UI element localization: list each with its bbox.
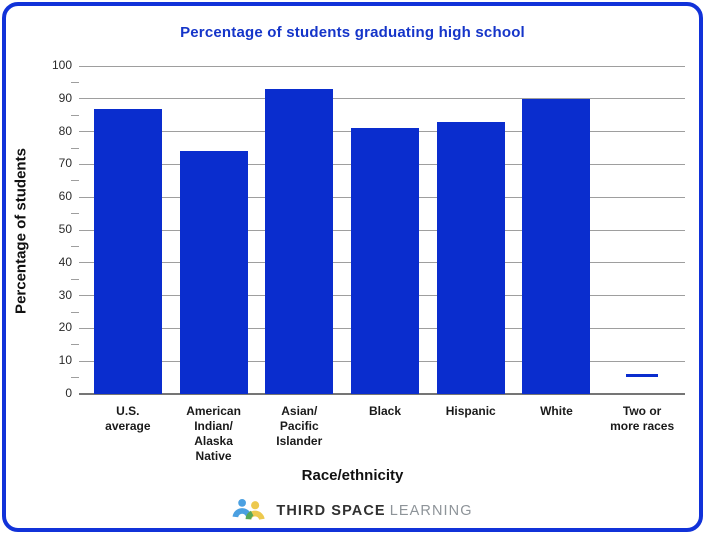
x-tick-label-line: Black xyxy=(368,404,401,418)
bar xyxy=(522,98,591,394)
y-minor-tick xyxy=(71,180,79,182)
no-data-dash xyxy=(626,374,659,378)
x-tick-label-line: more races xyxy=(610,419,675,433)
y-minor-tick xyxy=(71,245,79,247)
x-tick-label-line: U.S. xyxy=(116,404,140,418)
x-tick-label: U.S. average xyxy=(85,404,171,434)
y-tick-label: 30 xyxy=(58,287,72,302)
y-tick-label: 80 xyxy=(58,123,72,138)
x-tick-label-line: average xyxy=(105,419,151,433)
y-minor-tick xyxy=(71,114,79,116)
x-tick-label-line: American xyxy=(186,404,241,418)
chart-title: Percentage of students graduating high s… xyxy=(180,24,525,41)
x-tick-label-line: Native xyxy=(195,449,232,463)
third-space-learning-icon xyxy=(232,498,266,521)
x-tick-label: Hispanic xyxy=(428,404,514,419)
third-space-learning-logo: THIRD SPACE LEARNING xyxy=(0,497,705,524)
x-tick-label-line: Asian/ xyxy=(281,404,318,418)
y-minor-tick xyxy=(71,147,79,149)
y-minor-tick xyxy=(71,344,79,346)
y-minor-tick xyxy=(71,311,79,313)
y-minor-tick xyxy=(71,377,79,379)
y-tick-label: 20 xyxy=(58,320,72,335)
x-tick-label-line: Islander xyxy=(276,434,323,448)
bar xyxy=(93,108,162,394)
x-tick-label-line: Alaska xyxy=(194,434,233,448)
x-tick-label-line: Indian/ xyxy=(194,419,233,433)
x-tick-label-line: Two or xyxy=(622,404,662,418)
logo-text: THIRD SPACE LEARNING xyxy=(276,503,472,519)
y-tick-label: 0 xyxy=(65,386,72,400)
x-tick-label-line: White xyxy=(540,404,573,418)
bar xyxy=(265,88,334,394)
y-tick-label: 10 xyxy=(58,353,72,368)
x-tick-label: White xyxy=(514,404,600,419)
x-tick-label-line: Pacific xyxy=(279,419,319,433)
x-tick-label: Two or more races xyxy=(599,404,685,434)
x-tick-label: American Indian/Alaska Native xyxy=(171,404,257,464)
bar xyxy=(436,121,505,394)
y-tick-label: 40 xyxy=(58,254,72,269)
logo-text-secondary: LEARNING xyxy=(389,502,473,519)
x-axis-title: Race/ethnicity xyxy=(301,467,404,484)
logo-text-primary: THIRD SPACE xyxy=(276,502,386,519)
x-axis-line xyxy=(79,393,685,395)
x-tick-label: Asian/Pacific Islander xyxy=(256,404,342,449)
x-tick-label: Black xyxy=(342,404,428,419)
y-axis-title: Percentage of students xyxy=(12,148,30,314)
bar xyxy=(351,128,419,394)
y-tick-label: 70 xyxy=(58,156,72,171)
gridline xyxy=(79,65,685,67)
gridline xyxy=(79,98,685,100)
bar xyxy=(179,151,248,394)
y-tick-label: 50 xyxy=(58,222,72,236)
y-tick-label: 100 xyxy=(51,58,72,72)
y-tick-label: 90 xyxy=(58,90,72,105)
x-tick-label-line: Hispanic xyxy=(445,404,496,418)
y-minor-tick xyxy=(71,81,79,83)
y-minor-tick xyxy=(71,278,79,280)
y-tick-label: 60 xyxy=(58,189,72,204)
y-minor-tick xyxy=(71,213,79,215)
